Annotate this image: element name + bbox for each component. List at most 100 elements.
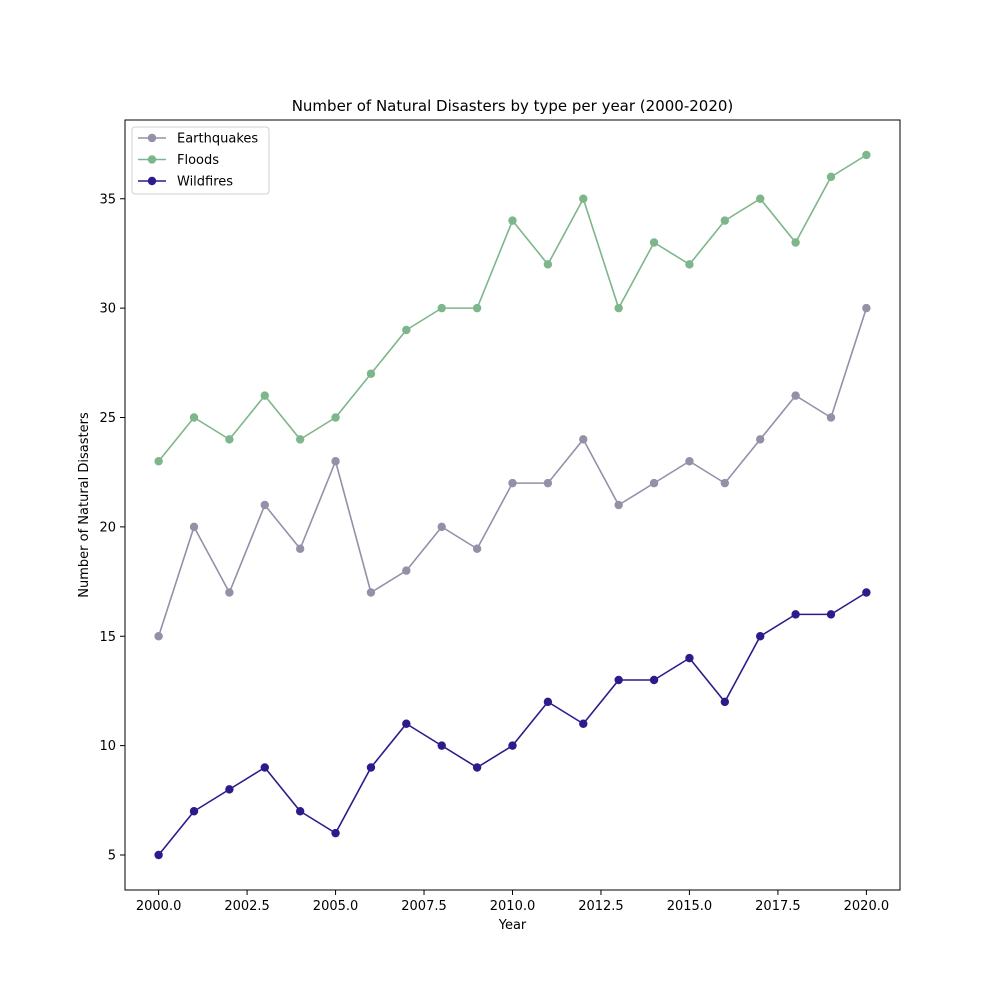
x-tick-label: 2012.5 <box>578 899 624 914</box>
data-point-floods <box>225 435 234 444</box>
data-point-floods <box>472 303 482 313</box>
data-point-wildfires <box>508 741 517 750</box>
data-point-earthquakes <box>756 435 765 444</box>
data-point-floods <box>756 194 765 203</box>
data-point-earthquakes <box>862 303 871 313</box>
x-tick-label: 2007.5 <box>401 899 447 914</box>
y-tick-label: 25 <box>99 411 116 426</box>
data-point-wildfires <box>331 828 340 838</box>
data-point-earthquakes <box>189 522 199 532</box>
data-point-earthquakes <box>402 566 411 575</box>
legend-label: Earthquakes <box>177 132 258 147</box>
data-point-floods <box>260 391 269 400</box>
data-point-wildfires <box>543 697 553 707</box>
data-point-wildfires <box>579 719 588 728</box>
data-point-earthquakes <box>543 478 553 488</box>
data-point-floods <box>649 238 659 247</box>
data-point-earthquakes <box>649 478 659 488</box>
y-tick-label: 35 <box>99 192 116 207</box>
y-tick-label: 5 <box>108 849 116 864</box>
data-point-wildfires <box>472 763 482 772</box>
data-point-wildfires <box>260 763 269 772</box>
data-point-floods <box>295 435 305 444</box>
data-point-floods <box>437 303 446 313</box>
y-axis: 5 10 15 20 25 30 35 <box>99 192 125 864</box>
data-point-earthquakes <box>826 413 836 422</box>
data-point-floods <box>826 172 836 182</box>
data-point-earthquakes <box>260 500 269 510</box>
data-point-floods <box>579 194 588 203</box>
data-point-wildfires <box>189 807 199 816</box>
data-point-wildfires <box>402 719 411 728</box>
y-tick-label: 15 <box>99 630 116 645</box>
data-point-floods <box>720 216 730 225</box>
x-tick-label: 2015.0 <box>667 899 713 914</box>
legend: Earthquakes Floods Wildfires <box>131 126 270 195</box>
data-point-wildfires <box>437 741 446 750</box>
data-point-earthquakes <box>720 478 730 488</box>
series-line-earthquakes <box>157 307 868 637</box>
data-point-floods <box>543 260 553 269</box>
legend-label: Floods <box>177 153 219 168</box>
data-point-wildfires <box>685 653 694 663</box>
data-point-earthquakes <box>437 522 446 532</box>
legend-item: Earthquakes <box>138 132 258 147</box>
y-tick-label: 10 <box>99 739 116 754</box>
series-earthquakes <box>154 303 871 641</box>
data-point-floods <box>331 413 340 422</box>
data-point-earthquakes <box>579 435 588 444</box>
data-point-floods <box>154 457 163 466</box>
data-point-wildfires <box>154 850 163 860</box>
chart-title: Number of Natural Disasters by type per … <box>292 97 734 115</box>
data-point-floods <box>508 216 517 225</box>
data-point-wildfires <box>862 588 871 597</box>
data-point-wildfires <box>649 675 659 685</box>
series-wildfires <box>154 588 871 860</box>
data-point-earthquakes <box>472 544 482 553</box>
data-point-wildfires <box>225 785 234 794</box>
x-tick-label: 2017.5 <box>755 899 801 914</box>
data-point-wildfires <box>791 610 800 619</box>
x-tick-label: 2020.0 <box>844 899 890 914</box>
data-point-wildfires <box>756 632 765 641</box>
data-point-earthquakes <box>154 632 163 641</box>
x-tick-label: 2010.0 <box>490 899 536 914</box>
legend-item: Floods <box>138 153 219 168</box>
y-axis-label: Number of Natural Disasters <box>77 412 92 598</box>
x-axis: 2000.0 2002.5 2005.0 2007.5 2010.0 2012.5 2015… <box>136 890 889 914</box>
data-point-earthquakes <box>791 391 800 400</box>
data-point-earthquakes <box>508 478 517 488</box>
x-tick-label: 2005.0 <box>313 899 359 914</box>
plot-area <box>124 119 901 891</box>
data-point-wildfires <box>720 697 730 707</box>
y-tick-label: 30 <box>99 302 116 317</box>
legend-label: Wildfires <box>177 175 233 190</box>
data-point-floods <box>402 325 411 335</box>
data-point-earthquakes <box>366 588 376 597</box>
y-tick-label: 20 <box>99 520 116 535</box>
data-point-floods <box>366 369 376 378</box>
data-point-earthquakes <box>295 544 305 553</box>
data-point-earthquakes <box>685 457 694 466</box>
legend-marker <box>147 133 157 143</box>
data-point-wildfires <box>366 763 376 772</box>
legend-item: Wildfires <box>138 175 233 190</box>
series-floods <box>154 150 871 466</box>
series-line-wildfires <box>157 591 867 856</box>
data-point-earthquakes <box>614 500 623 510</box>
legend-marker <box>147 176 157 186</box>
x-tick-label: 2000.0 <box>136 899 182 914</box>
data-point-floods <box>791 238 800 247</box>
data-point-wildfires <box>826 610 836 619</box>
data-point-earthquakes <box>225 588 234 597</box>
legend-box <box>131 126 270 195</box>
data-point-wildfires <box>614 675 623 685</box>
x-tick-label: 2002.5 <box>224 899 270 914</box>
legend-marker <box>147 155 157 164</box>
data-point-floods <box>614 303 623 313</box>
data-point-wildfires <box>295 807 305 816</box>
data-point-floods <box>685 260 694 269</box>
plot-frame <box>124 119 901 891</box>
data-point-floods <box>862 150 871 160</box>
